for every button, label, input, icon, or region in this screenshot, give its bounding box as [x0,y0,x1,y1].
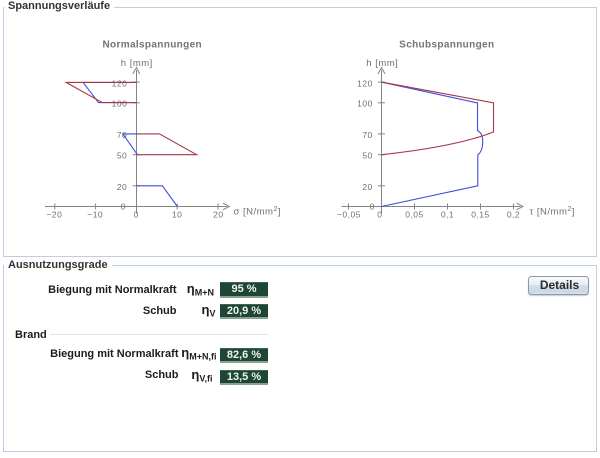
svg-text:120: 120 [357,79,373,89]
svg-text:σ [N/mm2]: σ [N/mm2] [234,206,282,218]
svg-text:0: 0 [121,202,126,212]
svg-text:0,2: 0,2 [507,210,520,220]
svg-text:20: 20 [213,210,223,220]
svg-text:120: 120 [112,79,128,89]
svg-text:20: 20 [362,182,372,192]
svg-text:70: 70 [362,130,372,140]
svg-text:−0,05: −0,05 [337,210,361,220]
svg-text:Normalspannungen: Normalspannungen [102,39,202,50]
svg-text:h [mm]: h [mm] [121,58,153,69]
svg-text:0: 0 [134,210,139,220]
svg-text:100: 100 [357,99,373,109]
svg-text:0,15: 0,15 [471,210,490,220]
svg-text:100: 100 [112,99,128,109]
svg-text:50: 50 [117,151,127,161]
svg-text:10: 10 [172,210,182,220]
svg-text:Schubspannungen: Schubspannungen [399,39,494,50]
svg-text:−10: −10 [87,210,103,220]
svg-text:−20: −20 [46,210,62,220]
svg-text:0,05: 0,05 [405,210,424,220]
svg-text:0: 0 [370,202,375,212]
svg-text:τ [N/mm2]: τ [N/mm2] [530,206,575,218]
svg-text:50: 50 [362,151,372,161]
svg-text:20: 20 [117,182,127,192]
svg-text:0: 0 [377,210,382,220]
svg-text:70: 70 [117,130,127,140]
svg-text:0,1: 0,1 [441,210,454,220]
svg-text:h [mm]: h [mm] [366,58,398,69]
